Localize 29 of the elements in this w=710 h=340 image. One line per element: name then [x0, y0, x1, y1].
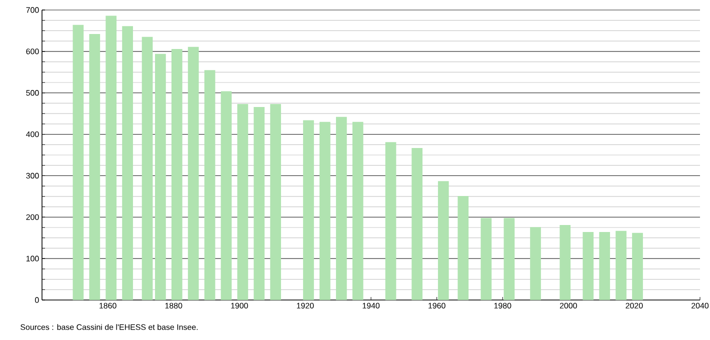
bar — [270, 104, 282, 300]
bar — [72, 24, 84, 300]
bar — [632, 232, 643, 300]
bar — [412, 148, 422, 300]
bar — [480, 218, 492, 300]
bar — [458, 196, 469, 300]
bar — [303, 120, 314, 300]
bar — [106, 16, 117, 300]
bar — [254, 106, 265, 300]
bar — [352, 122, 364, 300]
bar — [155, 54, 166, 300]
bar — [336, 116, 347, 300]
bar — [188, 46, 199, 300]
bar — [560, 225, 571, 300]
bar — [237, 104, 248, 300]
bar — [616, 230, 626, 300]
bar — [599, 232, 610, 300]
bar — [89, 34, 100, 300]
bar — [530, 227, 541, 300]
bar — [171, 48, 182, 300]
bar — [320, 122, 330, 300]
bar — [385, 142, 396, 300]
bar — [438, 181, 449, 300]
bar — [220, 91, 232, 300]
bar — [504, 218, 515, 300]
bar — [204, 70, 216, 300]
bar — [142, 36, 153, 300]
bar — [122, 26, 133, 300]
bar — [582, 232, 594, 300]
